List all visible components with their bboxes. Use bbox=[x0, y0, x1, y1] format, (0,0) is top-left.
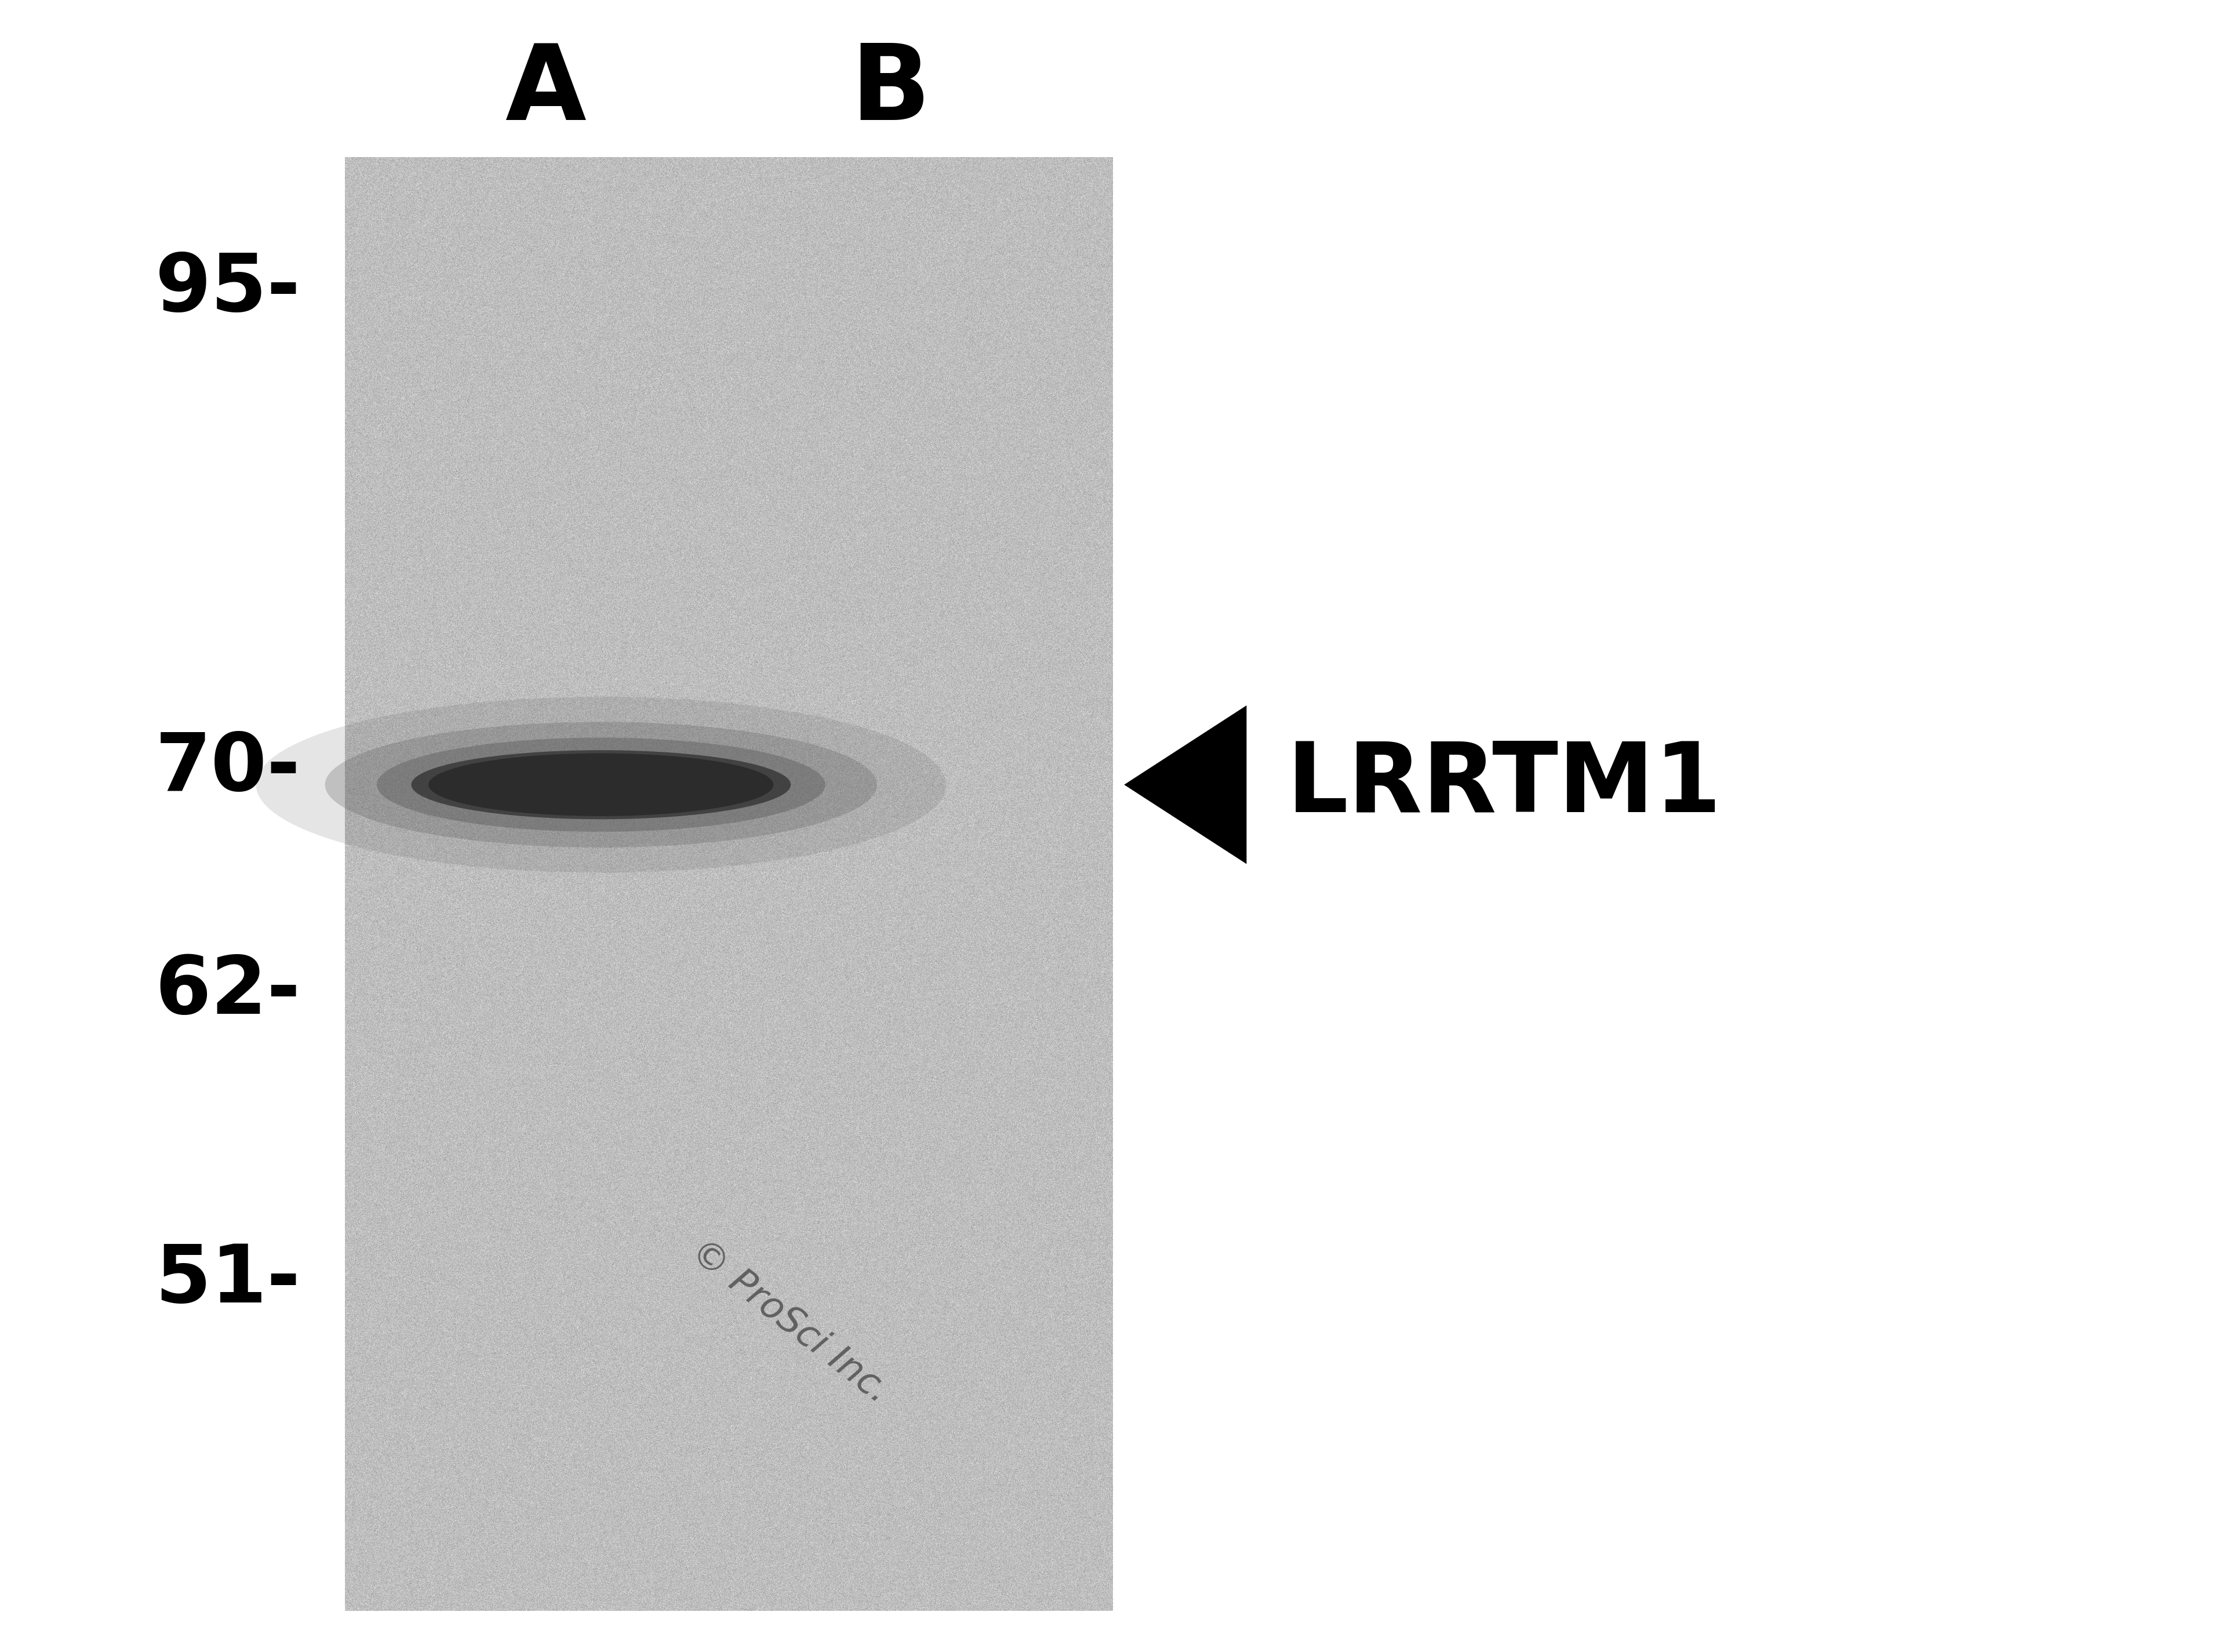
Polygon shape bbox=[1124, 705, 1247, 864]
Text: A: A bbox=[505, 40, 585, 142]
Ellipse shape bbox=[376, 738, 826, 833]
Text: 51-: 51- bbox=[156, 1241, 301, 1320]
Text: 70-: 70- bbox=[156, 729, 301, 808]
Bar bbox=[345, 157, 1113, 1611]
Ellipse shape bbox=[256, 697, 946, 872]
Ellipse shape bbox=[325, 722, 877, 847]
Text: B: B bbox=[850, 40, 930, 142]
Text: 95-: 95- bbox=[156, 249, 301, 329]
Text: LRRTM1: LRRTM1 bbox=[1287, 737, 1721, 833]
Text: © ProSci Inc.: © ProSci Inc. bbox=[683, 1232, 897, 1411]
Ellipse shape bbox=[430, 753, 775, 816]
Ellipse shape bbox=[412, 750, 790, 819]
Text: 62-: 62- bbox=[156, 952, 301, 1031]
